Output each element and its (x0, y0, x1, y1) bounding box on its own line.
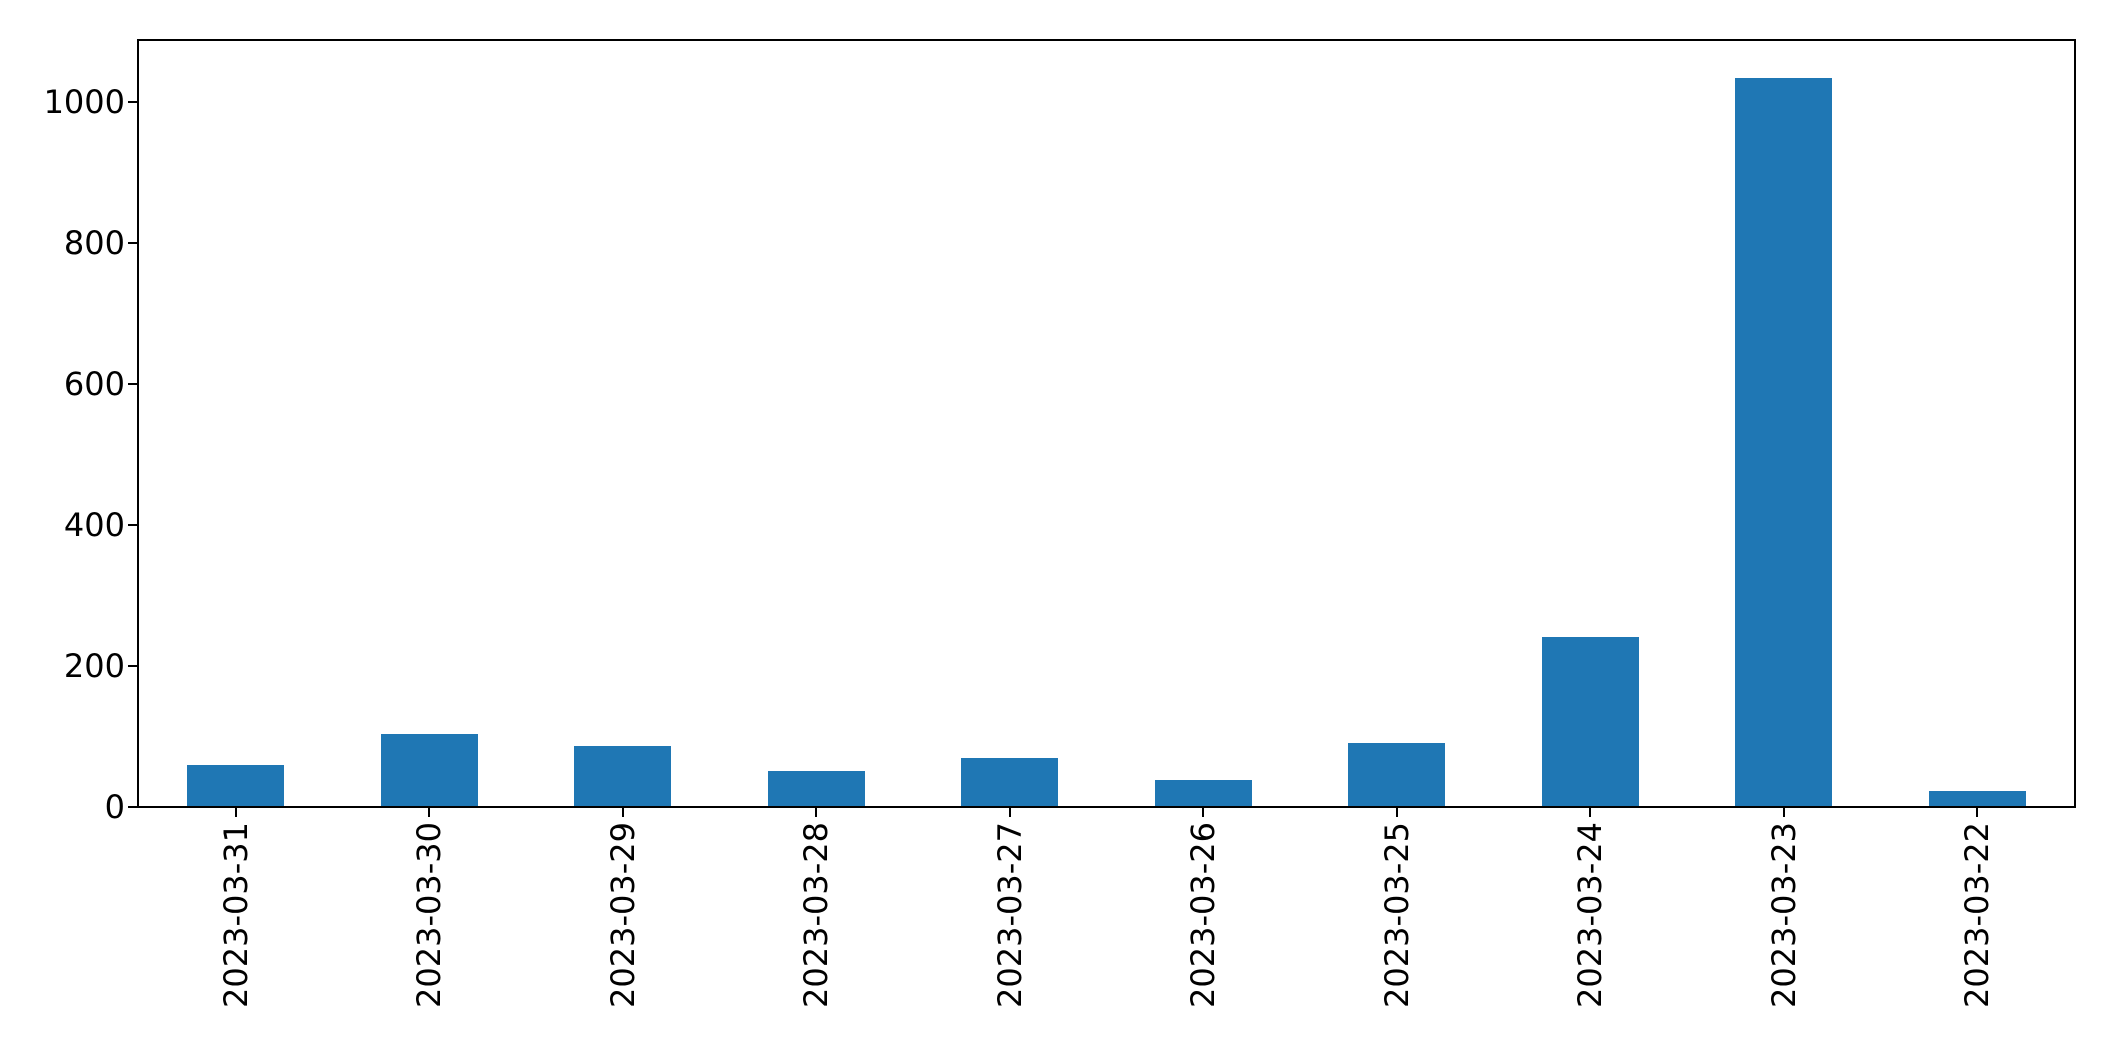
x-tick-label: 2023-03-26 (1184, 822, 1223, 1008)
bar-2023-03-28 (767, 771, 865, 806)
x-tick-label: 2023-03-25 (1377, 822, 1416, 1008)
x-tick-mark (1395, 808, 1398, 817)
y-tick-label: 0 (104, 788, 125, 826)
y-tick-label: 1000 (43, 82, 125, 121)
plot-area (137, 39, 2076, 808)
y-tick-mark (128, 241, 137, 244)
y-tick-mark (128, 382, 137, 385)
x-tick-mark (815, 808, 818, 817)
x-tick-label: 2023-03-22 (1958, 822, 1997, 1008)
bar-2023-03-27 (961, 758, 1059, 806)
x-tick-mark (1589, 808, 1592, 817)
bar-2023-03-22 (1928, 790, 2026, 806)
bar-2023-03-29 (574, 746, 672, 806)
y-tick-mark (128, 664, 137, 667)
y-tick-label: 600 (63, 364, 125, 403)
x-tick-label: 2023-03-28 (797, 822, 836, 1008)
bar-2023-03-25 (1348, 742, 1446, 806)
y-tick-mark (128, 806, 137, 808)
x-tick-label: 2023-03-29 (603, 822, 642, 1008)
bar-2023-03-31 (187, 765, 285, 806)
x-tick-label: 2023-03-24 (1571, 822, 1610, 1008)
y-tick-label: 200 (63, 646, 125, 685)
x-tick-label: 2023-03-23 (1764, 822, 1803, 1008)
x-tick-mark (1202, 808, 1205, 817)
bar-2023-03-30 (380, 734, 478, 806)
x-tick-mark (1008, 808, 1011, 817)
bar-2023-03-24 (1541, 636, 1639, 806)
x-tick-mark (621, 808, 624, 817)
y-tick-mark (128, 100, 137, 103)
y-tick-label: 400 (63, 505, 125, 544)
x-tick-label: 2023-03-27 (990, 822, 1029, 1008)
y-tick-mark (128, 523, 137, 526)
x-tick-mark (428, 808, 431, 817)
bar-2023-03-23 (1735, 77, 1833, 806)
y-tick-label: 800 (63, 223, 125, 262)
x-tick-label: 2023-03-31 (216, 822, 255, 1008)
x-tick-mark (1976, 808, 1979, 817)
x-tick-mark (234, 808, 237, 817)
x-tick-mark (1782, 808, 1785, 817)
bar-2023-03-26 (1154, 779, 1252, 806)
x-tick-label: 2023-03-30 (410, 822, 449, 1008)
